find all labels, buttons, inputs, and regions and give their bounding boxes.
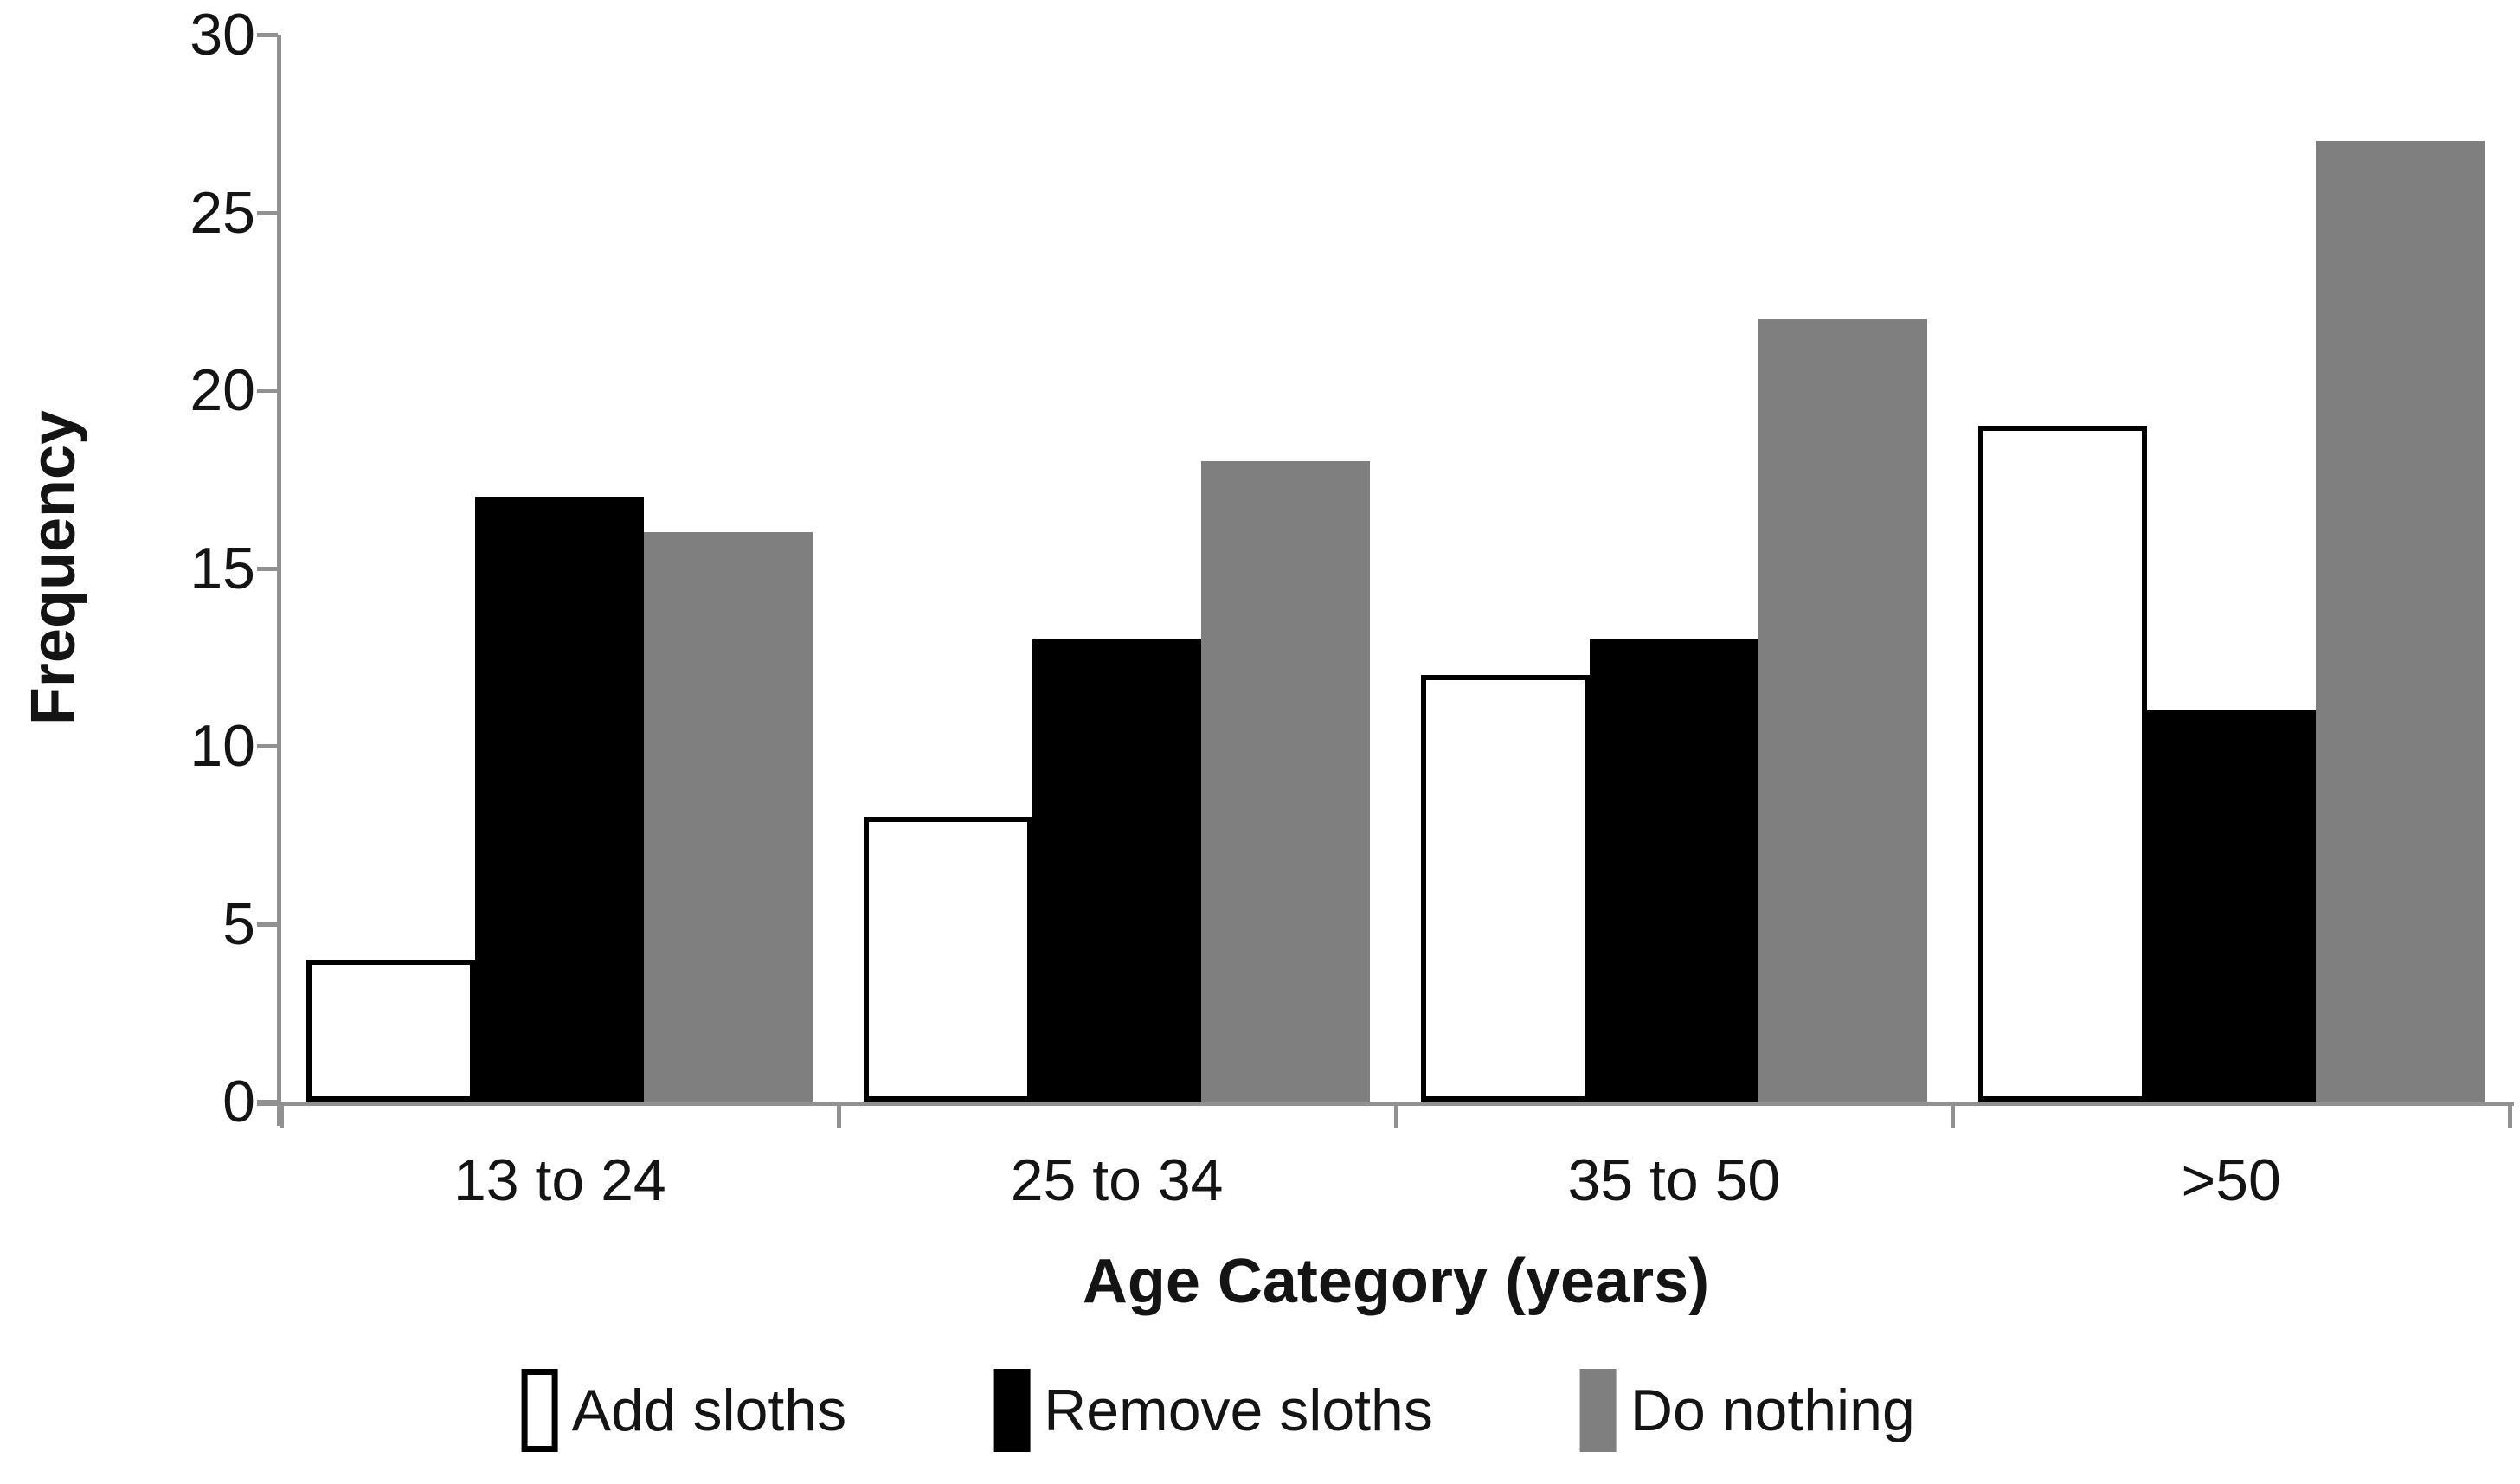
legend-swatch-remove-sloths bbox=[993, 1369, 1031, 1452]
bar-add-sloths-35-to-50 bbox=[1420, 674, 1590, 1102]
bar-add-sloths-50 bbox=[1977, 426, 2147, 1102]
x-axis-line bbox=[257, 1102, 2514, 1106]
legend-swatch-do-nothing bbox=[1579, 1369, 1617, 1452]
bar-remove-sloths-50 bbox=[2146, 710, 2316, 1102]
bar-add-sloths-25-to-34 bbox=[864, 817, 1033, 1102]
legend: Add sloths Remove sloths Do nothing bbox=[521, 1369, 1915, 1452]
y-tick bbox=[257, 33, 278, 37]
x-tick bbox=[280, 1106, 284, 1128]
x-tick bbox=[2508, 1106, 2512, 1128]
y-tick-label: 0 bbox=[222, 1069, 255, 1134]
y-tick-label: 25 bbox=[190, 179, 255, 246]
y-tick bbox=[257, 922, 278, 927]
bar-do-nothing-25-to-34 bbox=[1201, 461, 1371, 1102]
bar-remove-sloths-13-to-24 bbox=[475, 497, 645, 1102]
legend-label: Remove sloths bbox=[1044, 1378, 1433, 1443]
y-tick-label: 10 bbox=[190, 713, 255, 779]
x-tick bbox=[1951, 1106, 1956, 1128]
y-axis-line bbox=[277, 35, 281, 1126]
category-label: >50 bbox=[2181, 1147, 2281, 1213]
y-tick-label: 20 bbox=[190, 357, 255, 423]
legend-item-remove-sloths: Remove sloths bbox=[993, 1369, 1433, 1452]
y-tick-label: 15 bbox=[190, 535, 255, 601]
legend-item-do-nothing: Do nothing bbox=[1579, 1369, 1915, 1452]
x-tick bbox=[836, 1106, 841, 1128]
bar-do-nothing-13-to-24 bbox=[644, 532, 813, 1102]
y-tick-label: 30 bbox=[190, 2, 255, 67]
category-label: 13 to 24 bbox=[453, 1147, 666, 1213]
bar-remove-sloths-25-to-34 bbox=[1032, 639, 1202, 1102]
bar-add-sloths-13-to-24 bbox=[306, 959, 476, 1102]
legend-label: Add sloths bbox=[571, 1378, 847, 1443]
legend-label: Do nothing bbox=[1630, 1378, 1915, 1443]
x-tick bbox=[1393, 1106, 1398, 1128]
bar-do-nothing-50 bbox=[2315, 141, 2485, 1102]
y-tick bbox=[257, 566, 278, 571]
legend-item-add-sloths: Add sloths bbox=[521, 1369, 847, 1452]
y-tick bbox=[257, 210, 278, 215]
y-tick-label: 5 bbox=[222, 890, 255, 957]
bar-do-nothing-35-to-50 bbox=[1758, 318, 1927, 1102]
y-tick bbox=[257, 389, 278, 393]
y-tick bbox=[257, 1100, 278, 1104]
category-label: 35 to 50 bbox=[1567, 1147, 1781, 1213]
legend-swatch-add-sloths bbox=[521, 1369, 558, 1452]
category-label: 25 to 34 bbox=[1010, 1147, 1224, 1213]
bar-remove-sloths-35-to-50 bbox=[1589, 639, 1758, 1102]
x-axis-title: Age Category (years) bbox=[1082, 1247, 1710, 1316]
y-tick bbox=[257, 744, 278, 748]
